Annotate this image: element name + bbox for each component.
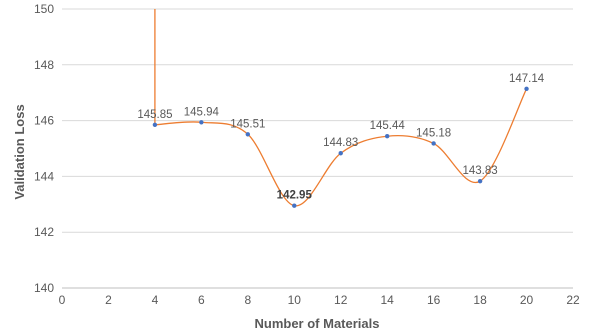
- y-tick-label: 148: [34, 58, 54, 72]
- y-tick-label: 150: [34, 2, 54, 16]
- x-tick-label: 6: [198, 293, 205, 307]
- gridlines: [62, 8, 573, 233]
- x-tick-label: 16: [427, 293, 441, 307]
- data-point: [431, 141, 436, 146]
- data-point: [477, 178, 483, 184]
- data-label: 145.85: [137, 109, 172, 121]
- x-tick-label: 4: [152, 293, 159, 307]
- data-labels: 145.85 145.94 145.51 142.95 144.83 145.44 145.…: [137, 73, 544, 202]
- y-tick-label: 146: [34, 114, 54, 128]
- y-tick-label: 140: [34, 281, 54, 295]
- data-label: 145.94: [184, 106, 220, 118]
- y-tick-label: 142: [34, 225, 54, 239]
- x-tick-label: 14: [381, 293, 395, 307]
- data-point: [384, 134, 390, 139]
- x-tick-label: 20: [520, 293, 534, 307]
- data-label: 145.44: [370, 120, 406, 132]
- x-axis-ticks: 0 2 4 6 8 10 12 14 16 18 20 22: [59, 293, 580, 307]
- data-label: 143.83: [462, 165, 497, 177]
- y-tick-label: 144: [34, 169, 54, 183]
- y-axis-ticks: 140 142 144 146 148 150: [34, 2, 54, 295]
- data-label: 144.83: [323, 137, 358, 149]
- x-tick-label: 22: [566, 293, 580, 307]
- data-point: [338, 151, 343, 156]
- data-points: [152, 86, 529, 208]
- data-label: 147.14: [509, 73, 545, 85]
- x-tick-label: 10: [288, 293, 302, 307]
- x-tick-label: 18: [473, 293, 487, 307]
- data-label: 142.95: [277, 190, 313, 202]
- data-point: [524, 86, 529, 91]
- data-point: [152, 122, 158, 127]
- y-axis-title: Validation Loss: [12, 104, 27, 199]
- data-point: [292, 203, 297, 208]
- data-label: 145.51: [230, 118, 265, 130]
- x-tick-label: 8: [244, 293, 251, 307]
- x-axis-title: Number of Materials: [255, 316, 380, 331]
- x-tick-label: 0: [59, 293, 66, 307]
- x-tick-label: 12: [334, 293, 348, 307]
- data-point: [245, 132, 251, 137]
- x-tick-label: 2: [105, 293, 112, 307]
- data-label: 145.18: [416, 127, 451, 139]
- data-point: [199, 120, 204, 125]
